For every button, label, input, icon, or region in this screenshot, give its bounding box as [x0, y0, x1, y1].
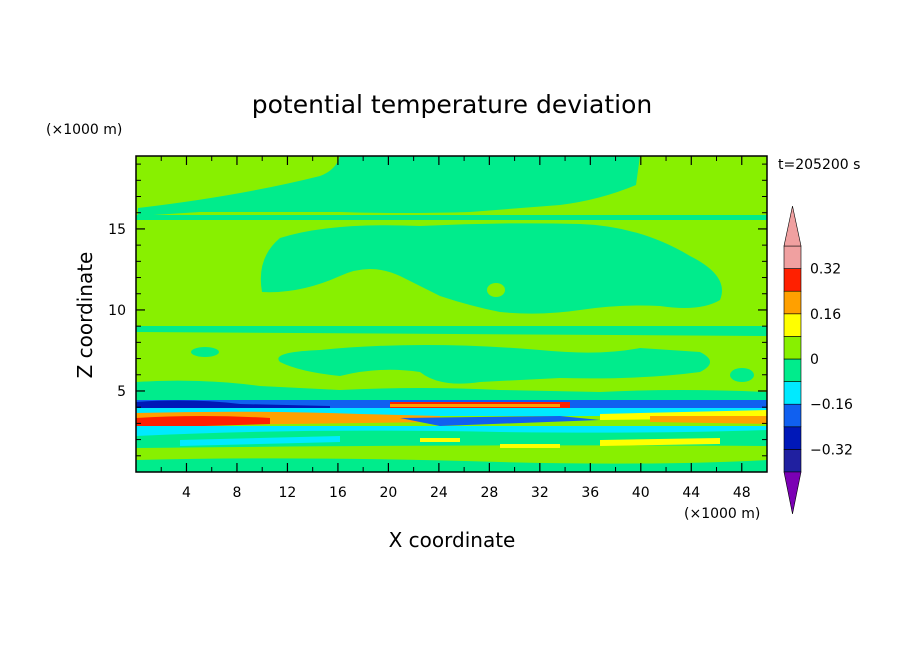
x-tick-label: 40: [632, 485, 650, 501]
y-axis-ticks: 5 10 15: [108, 163, 767, 457]
x-tick-label: 36: [581, 485, 599, 501]
x-tick-label: 28: [480, 485, 498, 501]
x-tick-label: 8: [232, 485, 241, 501]
y-unit-label: (×1000 m): [46, 122, 122, 138]
colorbar-tick-label: −0.32: [810, 442, 853, 458]
colorbar-tick-label: −0.16: [810, 397, 853, 413]
colorbar-segment: [783, 290, 802, 315]
colorbar-max-extension: [783, 205, 802, 247]
plot-frame: [135, 155, 768, 473]
x-tick-label: 4: [182, 485, 191, 501]
colorbar-tick-label: 0.16: [810, 307, 841, 323]
x-tick-label: 12: [279, 485, 297, 501]
colorbar-segment: [783, 245, 802, 269]
colorbar-min-extension: [783, 471, 802, 515]
y-axis-label: Z coordinate: [73, 252, 97, 379]
y-tick-label: 15: [108, 222, 126, 238]
colorbar-segment: [783, 403, 802, 428]
x-tick-label: 44: [682, 485, 700, 501]
x-axis-ticks: 4 8 12 16 20 24 28 32 36 40 44 48: [160, 156, 751, 501]
x-axis-label: X coordinate: [389, 528, 516, 552]
y-tick-label: 5: [117, 384, 126, 400]
colorbar-segment: [783, 381, 802, 405]
y-tick-label: 10: [108, 303, 126, 319]
x-tick-label: 20: [379, 485, 397, 501]
contour-field: [136, 156, 767, 472]
colorbar-segment: [783, 449, 802, 473]
colorbar-segment: [783, 268, 802, 292]
colorbar: 0.32 0.16 0 −0.16 −0.32: [783, 205, 853, 515]
colorbar-tick-label: 0: [810, 352, 819, 368]
time-label: t=205200 s: [778, 157, 860, 173]
colorbar-segment: [783, 426, 802, 450]
colorbar-segment: [783, 336, 802, 360]
chart-title: potential temperature deviation: [252, 90, 652, 119]
x-tick-label: 24: [430, 485, 448, 501]
x-unit-label: (×1000 m): [684, 506, 760, 522]
x-tick-label: 32: [531, 485, 549, 501]
x-tick-label: 48: [733, 485, 751, 501]
x-tick-label: 16: [329, 485, 347, 501]
colorbar-segment: [783, 358, 802, 382]
colorbar-segment: [783, 313, 802, 337]
colorbar-tick-label: 0.32: [810, 262, 841, 278]
